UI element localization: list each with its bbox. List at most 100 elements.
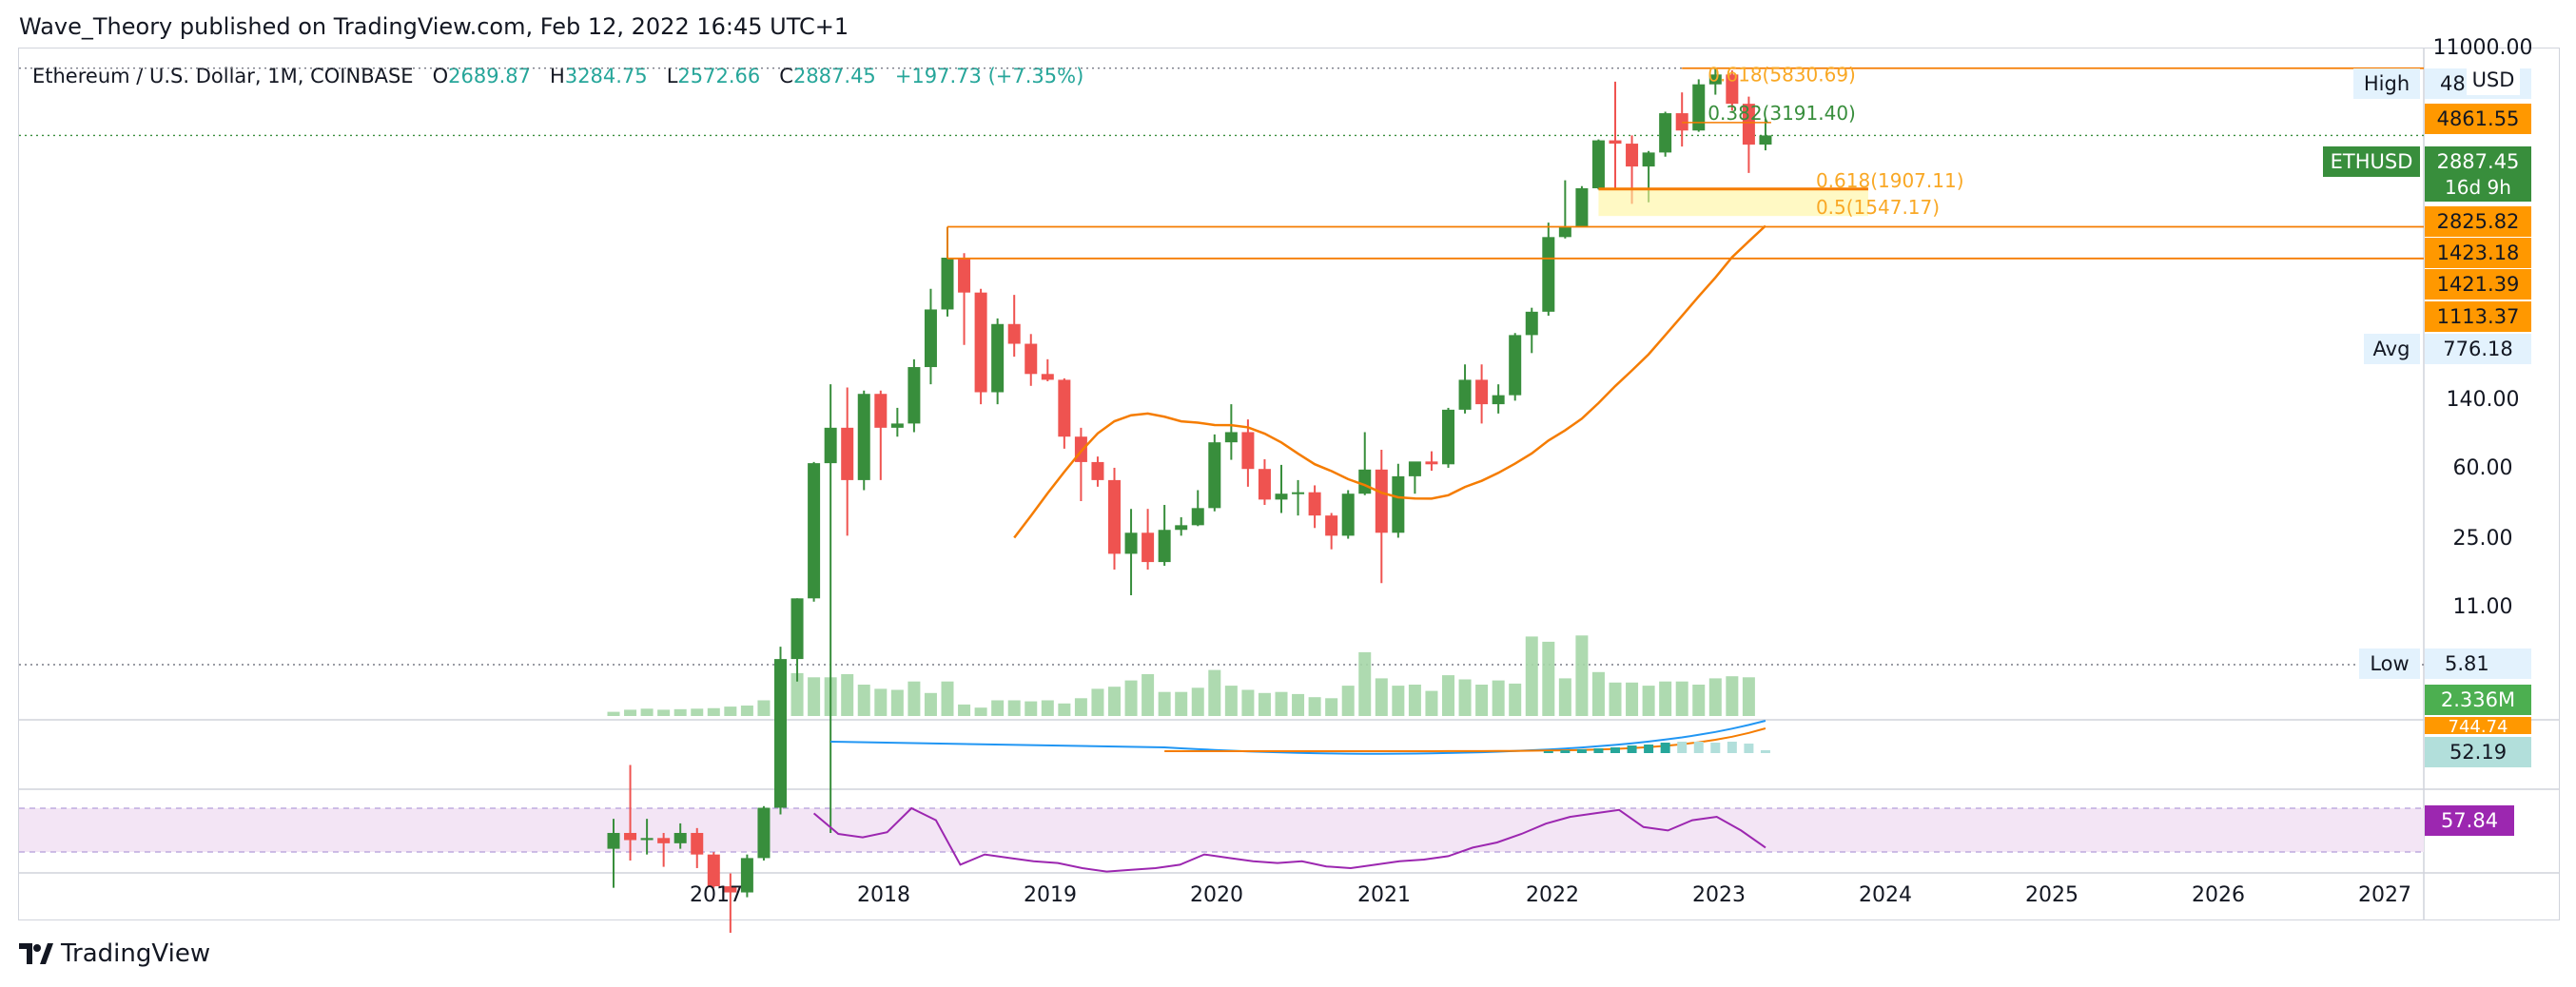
volume-bar — [673, 708, 687, 716]
volume-bar — [1158, 691, 1171, 716]
candle-body — [1124, 532, 1138, 554]
high-name: High — [2364, 72, 2410, 95]
candle-body — [974, 292, 987, 393]
volume-bar — [974, 707, 987, 716]
candle-body — [1158, 530, 1171, 563]
symbol-label[interactable]: Ethereum / U.S. Dollar, 1M, COINBASE — [32, 65, 414, 87]
candle-body — [1525, 311, 1538, 336]
rsi-tag-bg — [2425, 805, 2514, 836]
volume-bar — [1191, 687, 1204, 716]
volume-bar — [857, 685, 870, 716]
volume-bar — [1224, 686, 1238, 716]
volume-bar — [1575, 635, 1589, 716]
price-tag-text: 4861.55 — [2437, 107, 2520, 130]
volume-bar — [1708, 678, 1722, 716]
volume-bar — [790, 672, 804, 716]
macd-histogram-bar — [1660, 743, 1670, 753]
candle-body — [1375, 469, 1388, 533]
candle-body — [657, 838, 671, 843]
candle-body — [924, 309, 937, 368]
candle-body — [1742, 104, 1755, 145]
candle-body — [1341, 494, 1355, 536]
close-label: C — [779, 65, 793, 87]
macd-histogram-bar — [1693, 742, 1704, 753]
time-axis-label: 2025 — [2025, 883, 2078, 907]
candle-body — [757, 807, 771, 859]
candle-body — [808, 463, 821, 599]
volume-bar — [1275, 691, 1288, 716]
macd-histogram-bar — [1677, 742, 1688, 753]
volume-bar — [1007, 700, 1021, 716]
low-label: L — [666, 65, 678, 87]
candle-body — [1591, 140, 1605, 188]
time-axis-label: 2024 — [1859, 883, 1912, 907]
time-axis-label: 2017 — [690, 883, 743, 907]
candle-body — [1442, 409, 1454, 465]
volume-bar — [1458, 679, 1472, 716]
price-tag: 1113.37 — [2425, 301, 2531, 332]
candle-body — [1692, 84, 1706, 131]
volume-bar — [1392, 686, 1405, 716]
candle-body — [1708, 74, 1722, 85]
high-value: 48 — [2440, 72, 2466, 95]
candle-body — [673, 832, 687, 843]
fib-level-label: 0.618(5830.69) — [1708, 64, 1856, 87]
volume-bar — [907, 681, 921, 716]
rsi-tag: 57.84 — [2441, 809, 2498, 832]
price-axis-label: 140.00 — [2447, 388, 2520, 412]
rsi-band — [19, 808, 2424, 852]
volume-bar — [740, 706, 753, 716]
candle-body — [1358, 469, 1372, 494]
volume-bar — [1308, 697, 1321, 716]
volume-bar — [1258, 692, 1271, 716]
high-name-bg — [2353, 68, 2420, 99]
volume-bar — [958, 704, 971, 716]
macd-histogram-bar — [1610, 747, 1620, 753]
candle-body — [1258, 469, 1271, 500]
avg-name: Avg — [2373, 338, 2410, 360]
price-axis-label: 11000.00 — [2433, 36, 2533, 60]
price-tag-bg — [2425, 238, 2531, 268]
volume-bar — [1742, 677, 1755, 716]
chart-frame — [18, 48, 2560, 920]
candle-body — [1292, 492, 1305, 494]
candle-body — [1308, 492, 1321, 516]
low-name-bg — [2359, 648, 2420, 679]
macd-histogram-bar — [1727, 742, 1737, 753]
macd-tag2-bg — [2425, 737, 2531, 767]
candle-body — [790, 598, 804, 660]
volume-bar — [1041, 700, 1054, 716]
low-value-bg — [2425, 648, 2531, 679]
volume-bar — [841, 674, 854, 716]
candle-body — [1392, 475, 1405, 533]
candle-body — [1108, 479, 1121, 554]
candle-body — [1642, 152, 1655, 167]
tradingview-logo[interactable]: TradingView — [19, 937, 210, 971]
price-tag: 2825.82 — [2425, 206, 2531, 237]
price-tag-bg — [2425, 269, 2531, 300]
volume-tag-bg — [2425, 685, 2531, 715]
volume-bar — [924, 692, 937, 716]
fib-level-label: 0.618(1907.11) — [1816, 169, 1964, 192]
price-tag: 1423.18 — [2425, 238, 2531, 268]
candle-body — [740, 858, 753, 893]
fib-level-label: 0.5(1547.17) — [1816, 196, 1940, 219]
currency-tag: USD — [2472, 68, 2515, 91]
ethusd-name-tag-bg — [2323, 146, 2420, 177]
candle-body — [624, 832, 637, 841]
volume-bar — [1492, 680, 1505, 716]
volume-tag: 2.336M — [2441, 688, 2515, 711]
macd-histogram-bar — [1576, 749, 1587, 753]
fib-zone-box — [1598, 188, 1868, 217]
volume-bar — [1358, 651, 1372, 716]
price-axis-label: 11.00 — [2453, 595, 2513, 619]
volume-bar — [691, 708, 704, 716]
price-tag-bg — [2425, 104, 2531, 134]
volume-bar — [1408, 685, 1421, 716]
open-label: O — [432, 65, 449, 87]
macd-histogram-bar — [1560, 750, 1571, 753]
volume-bar — [640, 708, 654, 716]
volume-bar — [1542, 641, 1555, 716]
macd-tag2: 52.19 — [2449, 741, 2507, 764]
